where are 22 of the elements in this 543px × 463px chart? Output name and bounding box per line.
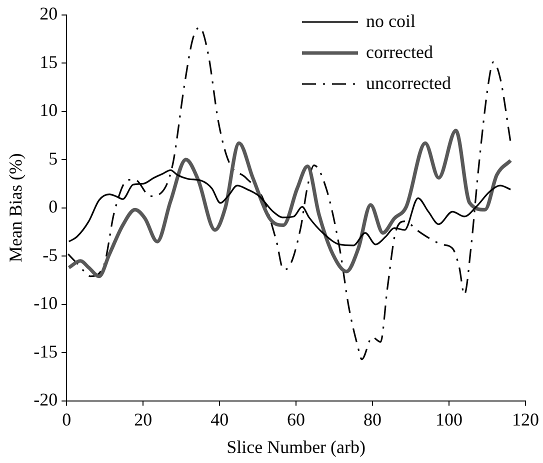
x-tick-label: 100 — [436, 409, 463, 430]
line-series — [67, 128, 512, 278]
x-tick-label: 120 — [512, 409, 539, 430]
y-tick-label: 15 — [40, 52, 58, 72]
x-tick-label: 40 — [210, 409, 229, 430]
y-tick-label: -5 — [42, 244, 58, 265]
legend-label: corrected — [366, 42, 433, 63]
x-tick-label: 60 — [287, 409, 306, 430]
legend-label: uncorrected — [366, 73, 451, 94]
y-tick-label: -10 — [34, 293, 58, 314]
y-tick-label: -20 — [34, 390, 58, 410]
y-tick-label: 0 — [48, 196, 58, 217]
y-tick-label: 5 — [48, 148, 58, 168]
y-axis-title: Mean Bias (%) — [6, 153, 26, 262]
legend-label: no coil — [366, 11, 416, 32]
y-tick-label: 10 — [40, 100, 58, 120]
y-tick-label: -15 — [34, 341, 58, 362]
x-tick-label: 80 — [364, 409, 382, 430]
x-tick-label: 0 — [62, 409, 72, 430]
x-axis-title: Slice Number (arb) — [226, 436, 366, 457]
y-tick-label: 20 — [40, 4, 58, 24]
x-tick-label: 20 — [134, 409, 152, 430]
